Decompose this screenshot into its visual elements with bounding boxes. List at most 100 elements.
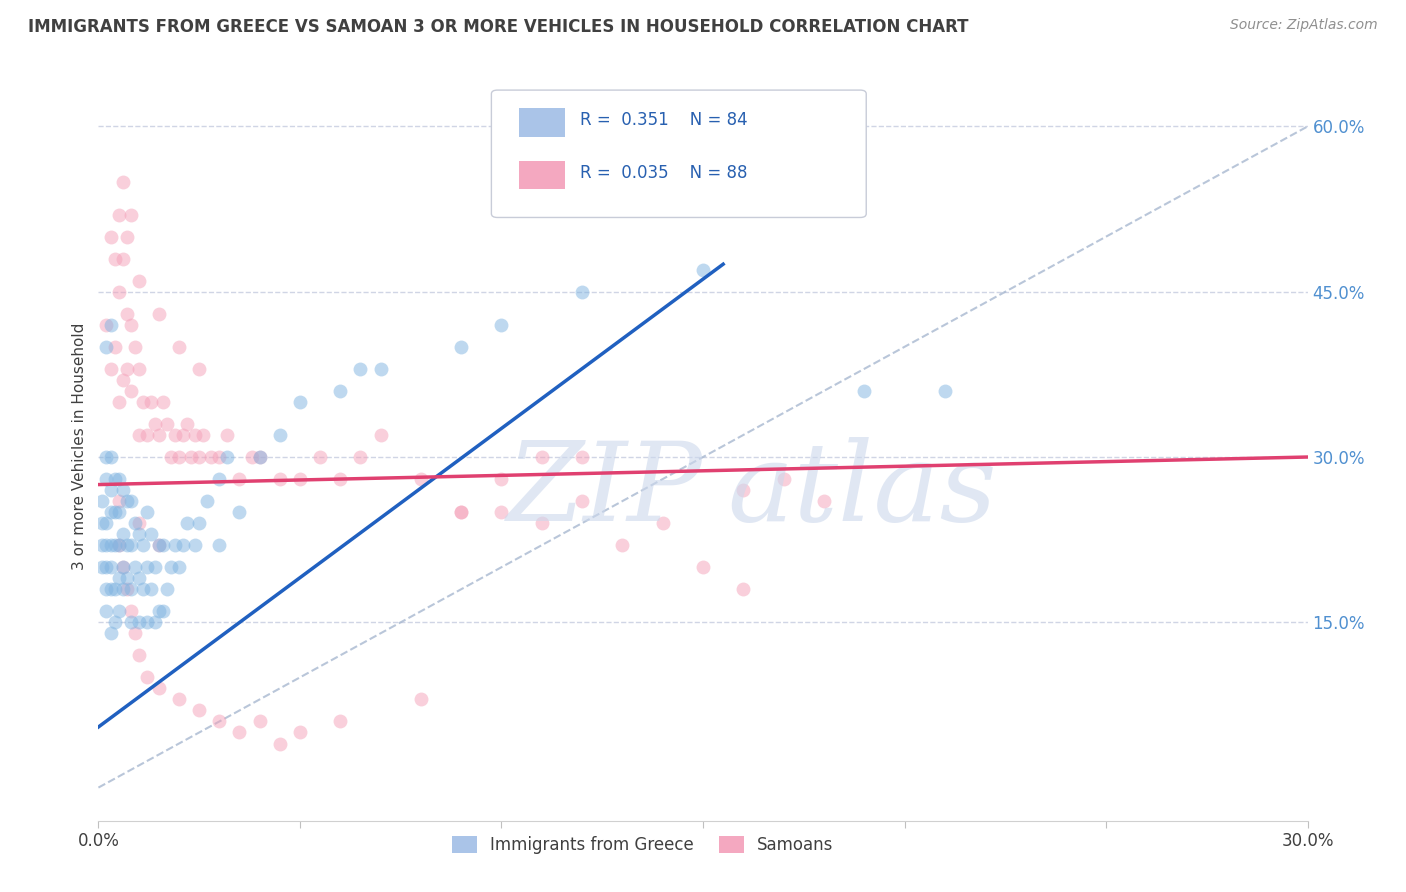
- Point: [124, 516, 146, 530]
- Point: [107, 538, 129, 552]
- Point: [103, 472, 125, 486]
- Point: [329, 472, 352, 486]
- Point: [188, 362, 211, 376]
- Point: [120, 604, 142, 618]
- Point: [135, 615, 157, 630]
- Point: [491, 505, 513, 519]
- Point: [128, 571, 150, 585]
- Point: [193, 428, 215, 442]
- Point: [100, 538, 122, 552]
- Point: [100, 582, 122, 597]
- Point: [288, 472, 311, 486]
- Y-axis label: 3 or more Vehicles in Household: 3 or more Vehicles in Household: [72, 322, 87, 570]
- Point: [135, 505, 157, 519]
- Point: [530, 516, 553, 530]
- Point: [115, 362, 138, 376]
- Point: [249, 450, 271, 464]
- Point: [115, 538, 138, 552]
- Point: [135, 670, 157, 684]
- Point: [208, 714, 231, 729]
- Point: [329, 714, 352, 729]
- Point: [115, 494, 138, 508]
- Point: [139, 527, 162, 541]
- Point: [491, 318, 513, 332]
- Point: [148, 428, 170, 442]
- Point: [249, 450, 271, 464]
- Point: [188, 703, 211, 717]
- Point: [139, 395, 162, 409]
- Point: [409, 692, 432, 706]
- Point: [370, 362, 392, 376]
- Point: [124, 626, 146, 640]
- Point: [152, 604, 174, 618]
- Point: [107, 395, 129, 409]
- Point: [152, 538, 174, 552]
- Point: [128, 615, 150, 630]
- Point: [120, 208, 142, 222]
- Point: [172, 428, 194, 442]
- Point: [349, 450, 371, 464]
- Point: [853, 384, 876, 398]
- Point: [132, 538, 155, 552]
- Point: [115, 229, 138, 244]
- Point: [733, 483, 755, 497]
- Point: [91, 538, 114, 552]
- Point: [120, 494, 142, 508]
- Point: [349, 362, 371, 376]
- Point: [148, 604, 170, 618]
- Point: [128, 516, 150, 530]
- Point: [217, 450, 239, 464]
- Point: [124, 560, 146, 574]
- Point: [163, 428, 186, 442]
- Point: [120, 538, 142, 552]
- Point: [135, 428, 157, 442]
- Point: [163, 538, 186, 552]
- Point: [208, 538, 231, 552]
- Point: [100, 483, 122, 497]
- Text: R =  0.035    N = 88: R = 0.035 N = 88: [579, 163, 747, 181]
- Point: [571, 494, 593, 508]
- Point: [96, 516, 118, 530]
- Point: [111, 373, 134, 387]
- Point: [934, 384, 956, 398]
- Point: [195, 494, 218, 508]
- Point: [200, 450, 222, 464]
- Point: [115, 307, 138, 321]
- Point: [156, 582, 179, 597]
- Point: [96, 538, 118, 552]
- Point: [111, 252, 134, 266]
- Point: [167, 560, 190, 574]
- Point: [240, 450, 263, 464]
- Point: [228, 472, 250, 486]
- Point: [772, 472, 794, 486]
- Point: [96, 318, 118, 332]
- Point: [571, 450, 593, 464]
- Point: [651, 516, 673, 530]
- Legend: Immigrants from Greece, Samoans: Immigrants from Greece, Samoans: [444, 830, 841, 861]
- Point: [91, 560, 114, 574]
- Point: [450, 505, 472, 519]
- Point: [107, 494, 129, 508]
- Point: [176, 516, 198, 530]
- Point: [228, 505, 250, 519]
- Point: [96, 604, 118, 618]
- Point: [184, 428, 207, 442]
- Point: [120, 615, 142, 630]
- Point: [103, 505, 125, 519]
- Point: [111, 527, 134, 541]
- Point: [100, 560, 122, 574]
- Point: [530, 450, 553, 464]
- FancyBboxPatch shape: [492, 90, 866, 218]
- Point: [184, 538, 207, 552]
- Point: [96, 450, 118, 464]
- Point: [813, 494, 835, 508]
- Point: [111, 560, 134, 574]
- Point: [217, 428, 239, 442]
- Point: [103, 538, 125, 552]
- Point: [692, 560, 714, 574]
- Point: [148, 538, 170, 552]
- Point: [148, 538, 170, 552]
- Point: [91, 516, 114, 530]
- Point: [120, 318, 142, 332]
- Point: [100, 362, 122, 376]
